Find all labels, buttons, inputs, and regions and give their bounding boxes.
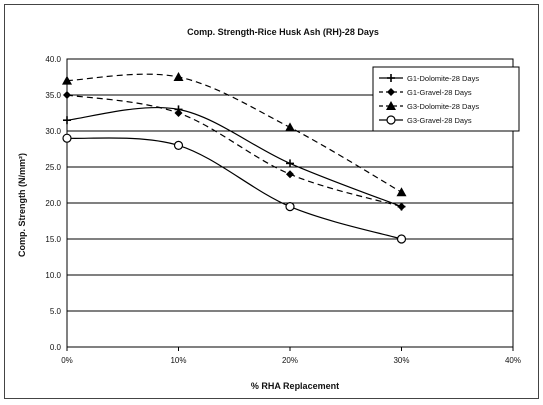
- y-tick-label: 5.0: [50, 307, 62, 316]
- legend-marker: [386, 101, 396, 110]
- data-point: [63, 91, 71, 99]
- chart-frame: Comp. Strength-Rice Husk Ash (RH)-28 Day…: [4, 4, 539, 399]
- series-group: [62, 72, 407, 244]
- legend-label: G3-Dolomite-28 Days: [407, 102, 479, 111]
- chart: Comp. Strength-Rice Husk Ash (RH)-28 Day…: [17, 27, 521, 391]
- data-point: [174, 109, 183, 117]
- y-tick-label: 40.0: [45, 55, 61, 64]
- legend-label: G1-Gravel-28 Days: [407, 88, 472, 97]
- y-tick-label: 20.0: [45, 199, 61, 208]
- axes: 0.0 5.0 10.0 15.0 20.0 25.0 30.0 35.0 40.0 0% 10% 2…: [45, 55, 521, 365]
- data-point: [286, 170, 294, 179]
- data-point: [173, 72, 184, 81]
- series-line-3: [66, 73, 402, 193]
- legend-marker: [387, 88, 395, 96]
- series-line-4: [66, 137, 402, 240]
- data-point: [396, 187, 407, 197]
- data-point: [63, 116, 71, 125]
- x-tick-label: 30%: [393, 356, 409, 365]
- data-point: [62, 133, 72, 143]
- data-point: [396, 234, 407, 244]
- y-tick-label: 25.0: [45, 163, 61, 172]
- legend-label: G3-Gravel-28 Days: [407, 116, 472, 125]
- y-axis-label: Comp. Strength (N/mm²): [17, 153, 27, 257]
- legend-label: G1-Dolomite-28 Days: [407, 74, 479, 83]
- legend: G1-Dolomite-28 Days G1-Gravel-28 Days G3-D…: [372, 66, 520, 132]
- y-tick-label: 15.0: [45, 235, 61, 244]
- data-point: [62, 75, 72, 85]
- y-tick-label: 35.0: [45, 91, 61, 100]
- data-point: [285, 202, 295, 212]
- legend-marker: [387, 74, 395, 82]
- y-tick-label: 10.0: [45, 271, 61, 280]
- y-tick-label: 30.0: [45, 127, 61, 136]
- y-tick-label: 0.0: [50, 343, 62, 352]
- data-point: [285, 122, 295, 132]
- legend-marker: [386, 115, 396, 125]
- x-tick-label: 0%: [61, 356, 73, 365]
- data-point: [173, 140, 184, 150]
- x-tick-label: 20%: [282, 356, 298, 365]
- series-line-1: [66, 106, 402, 208]
- data-point: [286, 159, 294, 168]
- x-tick-label: 10%: [170, 356, 186, 365]
- chart-title: Comp. Strength-Rice Husk Ash (RH)-28 Day…: [187, 27, 379, 37]
- series-line-2: [66, 94, 402, 208]
- data-point: [397, 202, 406, 211]
- x-axis-label: % RHA Replacement: [251, 381, 339, 391]
- x-tick-label: 40%: [505, 356, 521, 365]
